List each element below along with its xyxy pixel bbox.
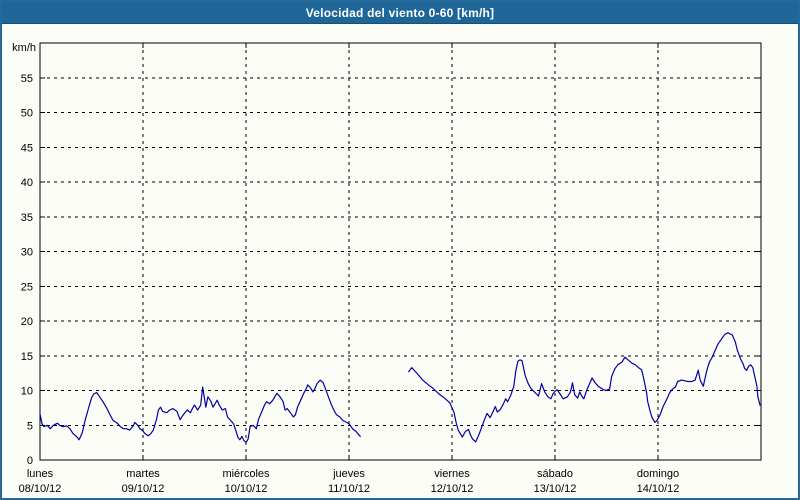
x-date-label: 09/10/12 [122, 483, 165, 495]
x-date-label: 14/10/12 [637, 483, 680, 495]
y-tick-label: 30 [21, 247, 33, 259]
y-tick-label: 0 [27, 455, 33, 467]
x-day-name-label: domingo [637, 468, 679, 480]
y-tick-label: 25 [21, 281, 33, 293]
y-axis-unit-label: km/h [12, 42, 36, 54]
x-date-label: 13/10/12 [534, 483, 577, 495]
x-day-name-label: lunes [27, 468, 54, 480]
y-tick-label: 15 [21, 351, 33, 363]
y-tick-label: 55 [21, 73, 33, 85]
x-day-name-label: miércoles [222, 468, 270, 480]
x-date-label: 11/10/12 [328, 483, 370, 495]
x-date-label: 08/10/12 [19, 483, 62, 495]
y-tick-label: 5 [27, 420, 33, 432]
x-date-label: 10/10/12 [225, 483, 268, 495]
y-tick-label: 45 [21, 142, 33, 154]
x-day-name-label: viernes [434, 468, 470, 480]
y-tick-label: 40 [21, 177, 33, 189]
chart-title: Velocidad del viento 0-60 [km/h] [305, 5, 495, 20]
x-day-name-label: jueves [332, 468, 365, 480]
x-day-name-label: martes [126, 468, 160, 480]
x-day-name-label: sábado [537, 468, 573, 480]
y-tick-label: 50 [21, 108, 33, 120]
y-tick-label: 10 [21, 386, 33, 398]
x-date-label: 12/10/12 [431, 483, 474, 495]
y-tick-label: 20 [21, 316, 33, 328]
wind-speed-line [39, 379, 361, 444]
wind-speed-line [408, 332, 761, 443]
y-tick-label: 35 [21, 212, 33, 224]
plot-border [39, 42, 762, 461]
chart-title-bar: Velocidad del viento 0-60 [km/h] [2, 2, 798, 24]
